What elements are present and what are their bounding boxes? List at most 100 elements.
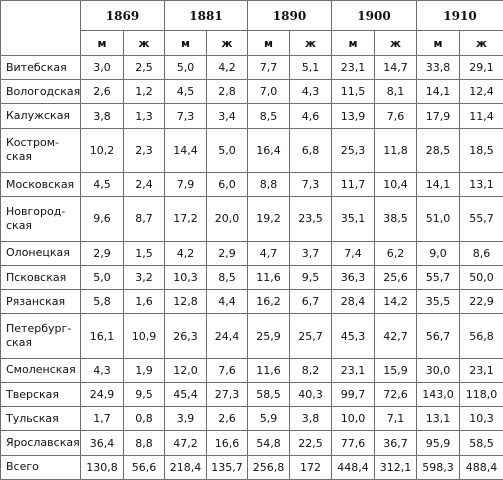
value-cell: 58,5: [247, 381, 290, 408]
region-name-cell: Рязанская: [0, 289, 81, 315]
value-cell: 29,1: [459, 54, 503, 81]
value-cell: 4,4: [206, 289, 248, 315]
value-cell: 11,5: [331, 79, 375, 105]
value-cell: 5,9: [247, 406, 290, 432]
value-cell: 95,9: [416, 430, 460, 456]
value-cell: 55,7: [459, 196, 503, 242]
value-cell: 8,8: [123, 430, 165, 456]
value-cell: 33,8: [416, 54, 460, 81]
region-name-cell: Тверская: [0, 381, 81, 408]
value-cell: 23,5: [289, 196, 332, 242]
value-cell: 7,6: [206, 357, 248, 383]
value-cell: 3,4: [206, 103, 248, 129]
value-cell: 10,9: [123, 313, 165, 359]
value-cell: 598,3: [416, 454, 460, 480]
value-cell: 118,0: [459, 381, 503, 408]
value-cell: 5,0: [206, 127, 248, 174]
value-cell: 23,1: [459, 357, 503, 383]
value-cell: 42,7: [374, 313, 417, 359]
value-cell: 3,2: [123, 264, 165, 291]
region-name-cell: Тульская: [0, 406, 81, 432]
value-cell: 10,3: [164, 264, 207, 291]
value-cell: 23,1: [331, 54, 375, 81]
value-cell: 99,7: [331, 381, 375, 408]
table-row: Всего 130,8 56,6 218,4 135,7 256,8 172 448,4 312…: [0, 454, 503, 480]
value-cell: 3,7: [289, 240, 332, 266]
table-row: Костром- ская 10,2 2,3 14,4 5,0 16,4 6,8 25,3 11…: [0, 127, 503, 174]
value-cell: 2,6: [80, 79, 124, 105]
table-row: Новгород- ская 9,6 8,7 17,2 20,0 19,2 23,5 35,1…: [0, 196, 503, 242]
value-cell: 4,5: [164, 79, 207, 105]
value-cell: 10,2: [80, 127, 124, 174]
table-row: Псковская 5,0 3,2 10,3 8,5 11,6 9,5 36,3 25,6 55,…: [0, 264, 503, 291]
value-cell: 14,2: [374, 289, 417, 315]
value-cell: 1,6: [123, 289, 165, 315]
value-cell: 10,3: [459, 406, 503, 432]
value-cell: 56,6: [123, 454, 165, 480]
value-cell: 1,3: [123, 103, 165, 129]
year-header-1890: 1890: [247, 0, 332, 31]
value-cell: 54,8: [247, 430, 290, 456]
value-cell: 2,5: [123, 54, 165, 81]
value-cell: 40,3: [289, 381, 332, 408]
value-cell: 14,1: [416, 172, 460, 198]
value-cell: 7,3: [289, 172, 332, 198]
value-cell: 14,4: [164, 127, 207, 174]
value-cell: 4,2: [164, 240, 207, 266]
value-cell: 7,9: [164, 172, 207, 198]
value-cell: 9,5: [123, 381, 165, 408]
sex-header-male: м: [331, 30, 375, 56]
region-name-cell: Ярославская: [0, 430, 81, 456]
year-header-row: 1869 1881 1890 1900 1910: [0, 0, 503, 56]
value-cell: 22,9: [459, 289, 503, 315]
value-cell: 8,7: [123, 196, 165, 242]
value-cell: 22,5: [289, 430, 332, 456]
value-cell: 2,4: [123, 172, 165, 198]
value-cell: 13,1: [416, 406, 460, 432]
value-cell: 6,0: [206, 172, 248, 198]
table-row: Тверская 24,9 9,5 45,4 27,3 58,5 40,3 99,7 72,6 1…: [0, 381, 503, 408]
value-cell: 8,5: [206, 264, 248, 291]
value-cell: 16,1: [80, 313, 124, 359]
year-header-1881: 1881: [164, 0, 248, 31]
value-cell: 218,4: [164, 454, 207, 480]
value-cell: 8,5: [247, 103, 290, 129]
value-cell: 488,4: [459, 454, 503, 480]
value-cell: 17,9: [416, 103, 460, 129]
sex-header-male: м: [164, 30, 207, 56]
value-cell: 23,1: [331, 357, 375, 383]
table-row: Тульская 1,7 0,8 3,9 2,6 5,9 3,8 10,0 7,1 13,1 10,…: [0, 406, 503, 432]
value-cell: 135,7: [206, 454, 248, 480]
sex-header-female: ж: [206, 30, 248, 56]
value-cell: 4,7: [247, 240, 290, 266]
value-cell: 27,3: [206, 381, 248, 408]
value-cell: 2,3: [123, 127, 165, 174]
value-cell: 6,7: [289, 289, 332, 315]
region-name-cell: Калужская: [0, 103, 81, 129]
value-cell: 13,1: [459, 172, 503, 198]
value-cell: 12,8: [164, 289, 207, 315]
value-cell: 18,5: [459, 127, 503, 174]
value-cell: 11,8: [374, 127, 417, 174]
value-cell: 55,7: [416, 264, 460, 291]
table-row: Петербург- ская 16,1 10,9 26,3 24,4 25,9 25,7 4…: [0, 313, 503, 359]
value-cell: 36,7: [374, 430, 417, 456]
value-cell: 56,8: [459, 313, 503, 359]
value-cell: 6,2: [374, 240, 417, 266]
value-cell: 28,4: [331, 289, 375, 315]
value-cell: 10,4: [374, 172, 417, 198]
value-cell: 6,8: [289, 127, 332, 174]
value-cell: 25,6: [374, 264, 417, 291]
value-cell: 19,2: [247, 196, 290, 242]
value-cell: 2,9: [206, 240, 248, 266]
region-name-cell: Всего: [0, 454, 81, 480]
value-cell: 3,8: [80, 103, 124, 129]
table-row: Смоленская 4,3 1,9 12,0 7,6 11,6 8,2 23,1 15,9 30…: [0, 357, 503, 383]
region-name-cell: Петербург- ская: [0, 313, 81, 359]
region-name-cell: Костром- ская: [0, 127, 81, 174]
region-name-cell: Псковская: [0, 264, 81, 291]
region-name-cell: Вологодская: [0, 79, 81, 105]
value-cell: 20,0: [206, 196, 248, 242]
value-cell: 14,7: [374, 54, 417, 81]
value-cell: 8,1: [374, 79, 417, 105]
